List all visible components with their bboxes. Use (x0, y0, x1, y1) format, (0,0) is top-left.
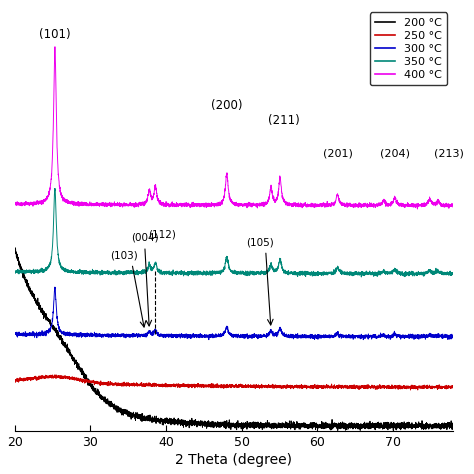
Text: (211): (211) (268, 114, 300, 127)
Text: (103): (103) (110, 251, 138, 261)
Text: (204): (204) (380, 149, 410, 159)
X-axis label: 2 Theta (degree): 2 Theta (degree) (175, 453, 292, 467)
Text: (004): (004) (131, 233, 159, 243)
Text: (101): (101) (39, 28, 71, 41)
Text: (213): (213) (434, 149, 464, 159)
Text: (201): (201) (322, 149, 352, 159)
Text: (105): (105) (246, 238, 274, 248)
Legend: 200 °C, 250 °C, 300 °C, 350 °C, 400 °C: 200 °C, 250 °C, 300 °C, 350 °C, 400 °C (370, 12, 447, 85)
Text: (112): (112) (148, 230, 176, 240)
Text: (200): (200) (211, 99, 243, 112)
